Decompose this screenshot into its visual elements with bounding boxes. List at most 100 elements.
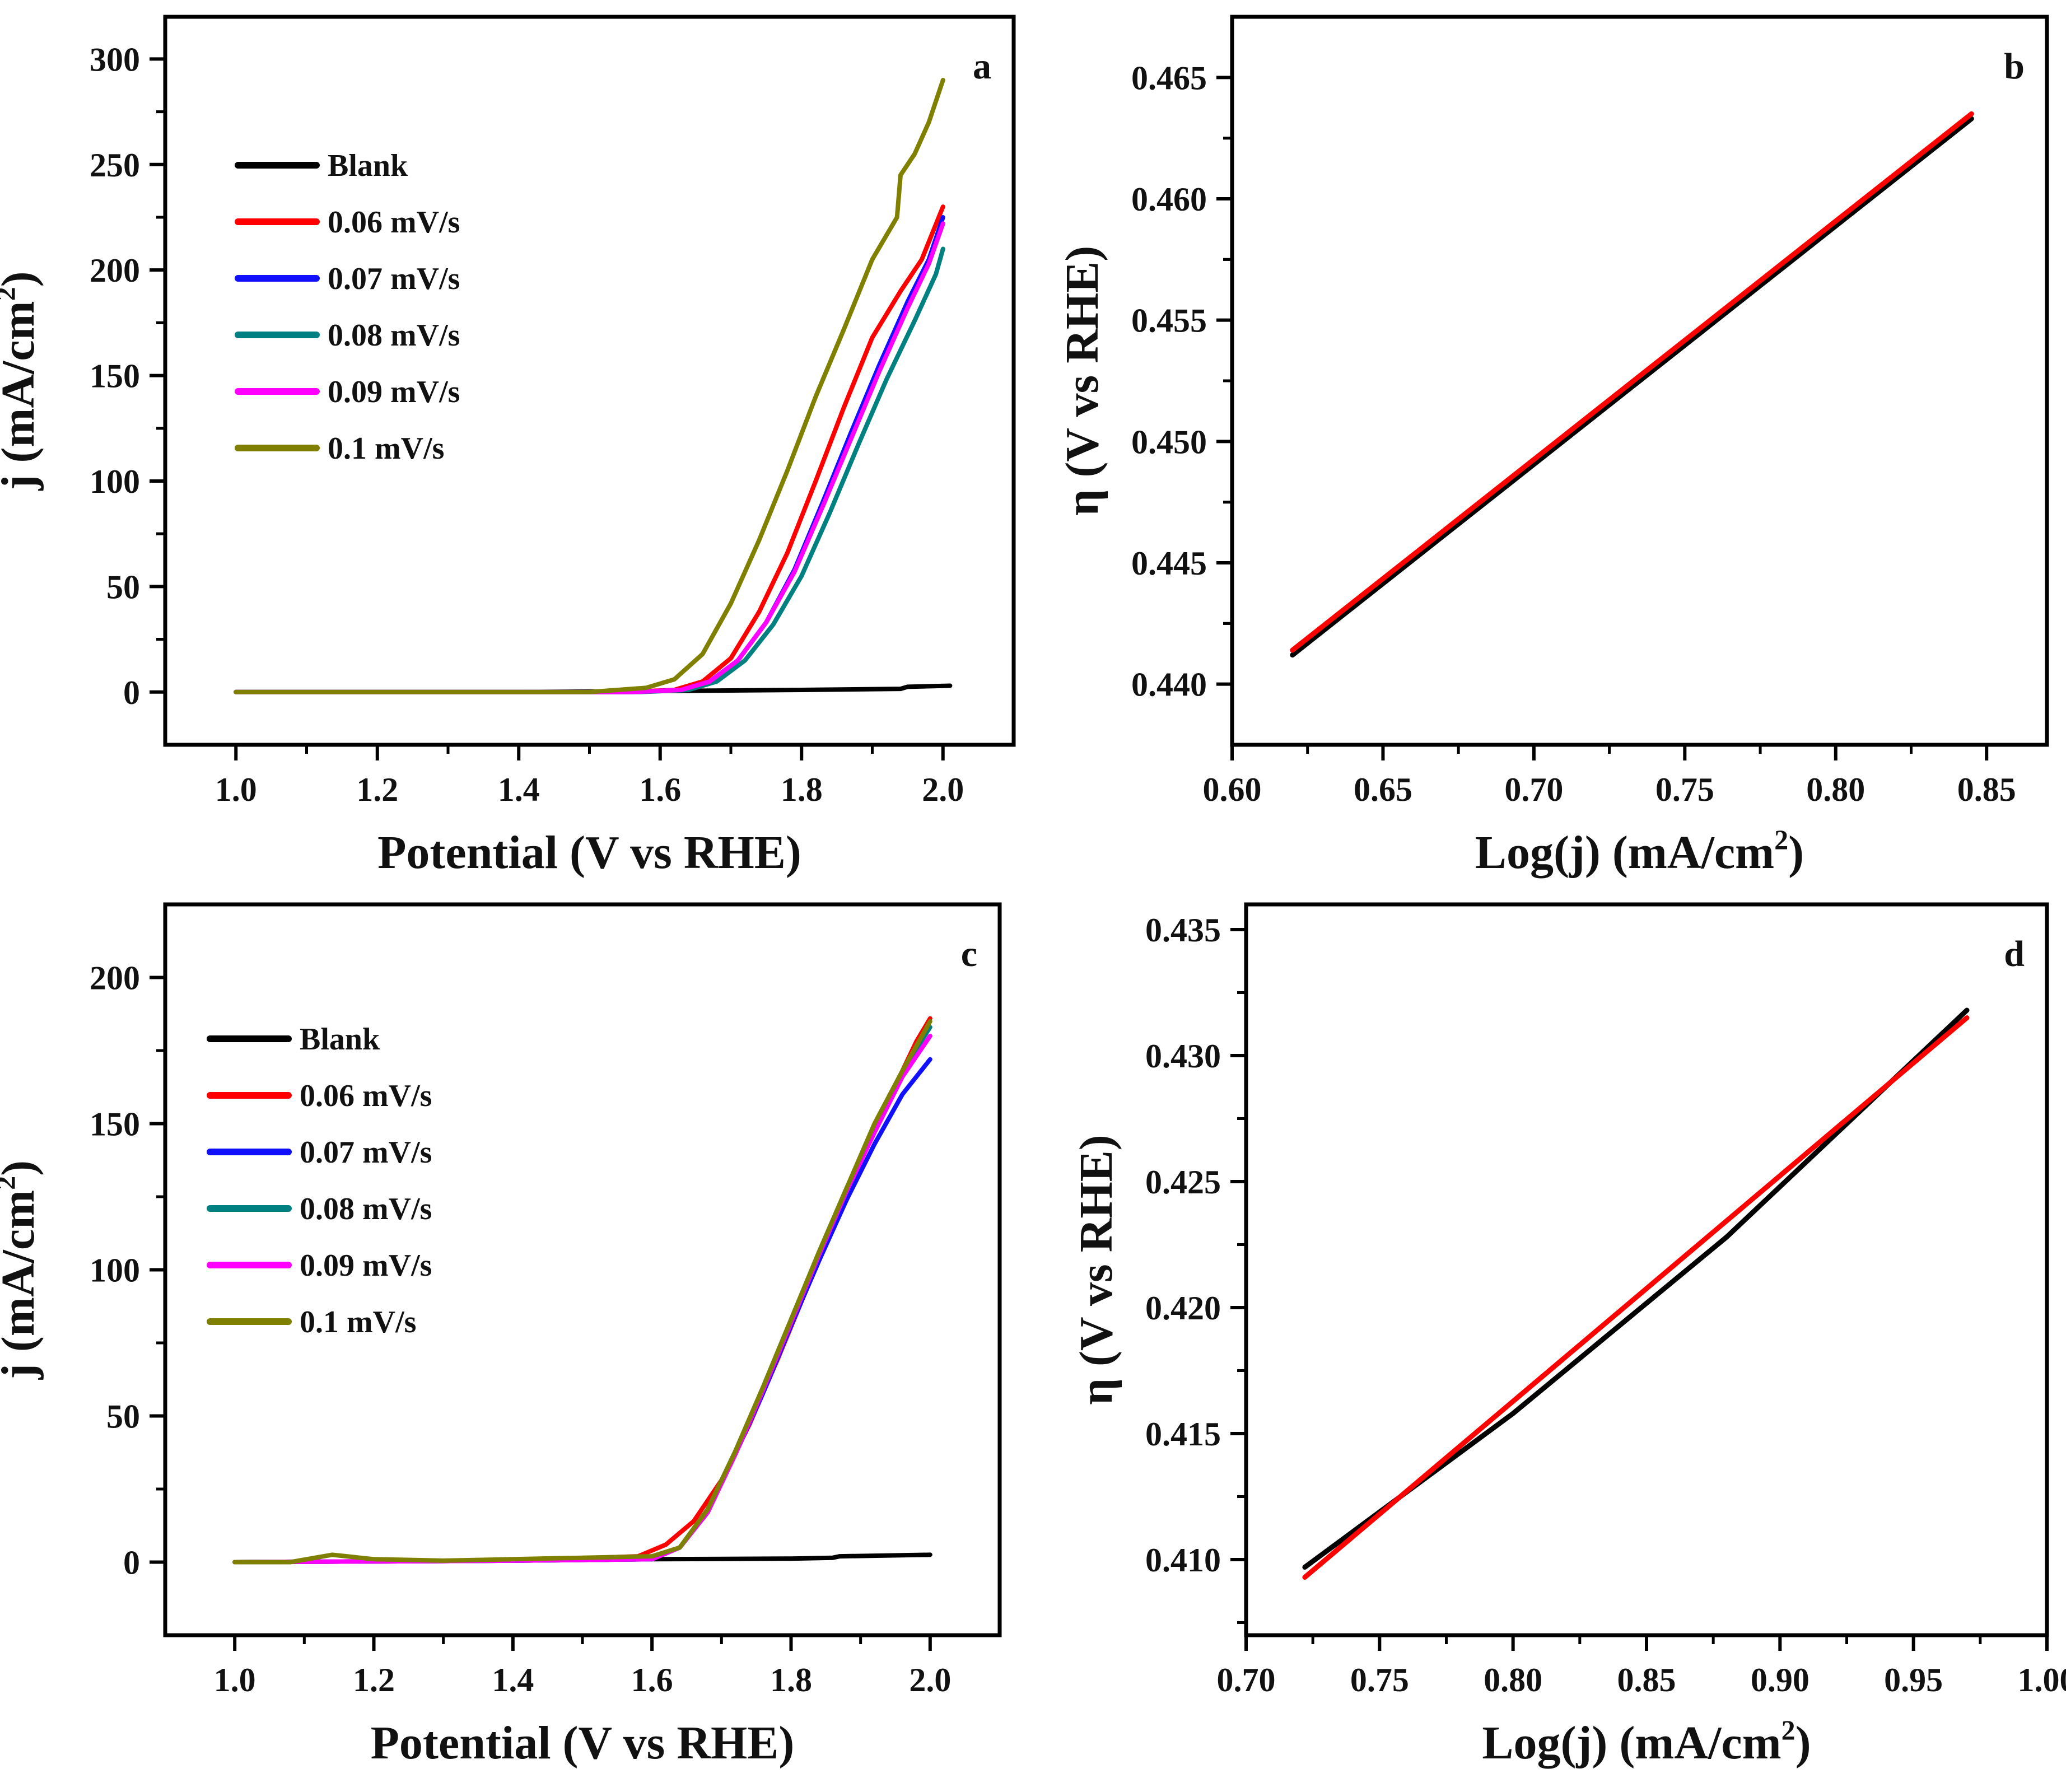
panel-label: a bbox=[973, 46, 991, 87]
x-tick-label: 2.0 bbox=[909, 1662, 951, 1698]
y-tick-label: 0.455 bbox=[1131, 302, 1207, 339]
series-line-0-1-mv-s bbox=[232, 1019, 932, 1565]
legend-label: 0.1 mV/s bbox=[300, 1305, 416, 1340]
y-tick-label: 0.460 bbox=[1131, 181, 1207, 218]
y-tick-label: 200 bbox=[90, 960, 140, 997]
y-axis-title-text: j (mA/cm bbox=[0, 301, 44, 491]
y-tick-label: 0.425 bbox=[1145, 1164, 1221, 1201]
y-tick-label: 0.430 bbox=[1145, 1038, 1221, 1075]
x-tick-label: 0.75 bbox=[1350, 1662, 1409, 1698]
x-tick-label: 2.0 bbox=[922, 771, 964, 808]
x-tick-label: 0.70 bbox=[1217, 1662, 1276, 1698]
panel-label: d bbox=[2004, 934, 2025, 974]
y-tick-label: 0.450 bbox=[1131, 423, 1207, 460]
x-tick-label: 0.70 bbox=[1504, 771, 1563, 808]
y-axis-title-close: ) bbox=[0, 1160, 44, 1176]
x-tick-label: 0.90 bbox=[1751, 1662, 1810, 1698]
x-tick-label: 0.75 bbox=[1655, 771, 1714, 808]
y-tick-label: 0.410 bbox=[1145, 1542, 1221, 1579]
y-tick-label: 0.435 bbox=[1145, 912, 1221, 949]
x-axis-title: Log(j) (mA/cm2) bbox=[1475, 824, 1804, 879]
y-tick-label: 50 bbox=[106, 1398, 140, 1435]
legend-label: 0.09 mV/s bbox=[300, 1248, 432, 1283]
series-line-data bbox=[1290, 116, 1974, 658]
y-tick-label: 100 bbox=[90, 1252, 140, 1289]
y-tick-label: 0.440 bbox=[1131, 666, 1207, 703]
x-axis-title-text: Log(j) (mA/cm bbox=[1475, 827, 1774, 879]
x-tick-label: 0.85 bbox=[1957, 771, 2016, 808]
legend-label: 0.06 mV/s bbox=[328, 205, 460, 240]
x-tick-label: 1.2 bbox=[353, 1662, 395, 1698]
y-tick-label: 0.465 bbox=[1131, 59, 1207, 96]
y-axis-title-superscript: 2 bbox=[0, 287, 21, 301]
y-axis-title-close: ) bbox=[0, 271, 44, 287]
x-axis-title-text: Log(j) (mA/cm bbox=[1482, 1717, 1781, 1769]
legend-label: 0.07 mV/s bbox=[300, 1135, 432, 1170]
y-tick-label: 300 bbox=[90, 41, 140, 78]
x-tick-label: 1.6 bbox=[639, 771, 681, 808]
series-line-0-1-mv-s bbox=[234, 78, 945, 694]
legend-label: Blank bbox=[300, 1022, 380, 1057]
x-tick-label: 1.00 bbox=[2018, 1662, 2066, 1698]
legend: Blank 0.06 mV/s 0.07 mV/s 0.08 mV/s 0.09 mV/… bbox=[235, 148, 460, 466]
panel-label: c bbox=[961, 934, 977, 974]
panel-a: 1.0 1.2 1.4 1.6 1.8 2.0 0 50 100 150 200 250 300 Pote… bbox=[0, 15, 1016, 879]
legend-label: 0.08 mV/s bbox=[328, 318, 460, 353]
x-axis-title-superscript: 2 bbox=[1774, 824, 1788, 855]
series-line-fit bbox=[1302, 1015, 1970, 1580]
x-axis-title: Potential (V vs RHE) bbox=[371, 1717, 795, 1769]
panel-b: 0.60 0.65 0.70 0.75 0.80 0.85 0.440 0.445 0.450 0… bbox=[1056, 15, 2049, 879]
x-tick-label: 1.2 bbox=[356, 771, 398, 808]
plot-frame bbox=[163, 902, 1002, 1637]
legend-label: 0.09 mV/s bbox=[328, 375, 460, 409]
legend-label: 0.1 mV/s bbox=[328, 431, 444, 466]
x-axis-title-close: ) bbox=[1788, 827, 1804, 879]
legend-label: 0.07 mV/s bbox=[328, 262, 460, 296]
x-tick-label: 0.65 bbox=[1354, 771, 1412, 808]
y-tick-label: 50 bbox=[106, 568, 140, 605]
x-tick-label: 1.0 bbox=[214, 1662, 256, 1698]
y-tick-label: 250 bbox=[90, 147, 140, 184]
panel-label: b bbox=[2004, 46, 2025, 87]
x-tick-label: 0.60 bbox=[1203, 771, 1262, 808]
x-tick-label: 1.6 bbox=[631, 1662, 673, 1698]
y-axis-title-text: η (V vs RHE) bbox=[1070, 1135, 1122, 1405]
y-tick-label: 0.445 bbox=[1131, 545, 1207, 582]
x-tick-label: 1.8 bbox=[781, 771, 823, 808]
y-tick-label: 150 bbox=[90, 1106, 140, 1143]
y-tick-label: 0 bbox=[123, 1544, 140, 1581]
y-axis-title: η (V vs RHE) bbox=[1070, 1135, 1122, 1405]
x-tick-label: 1.4 bbox=[492, 1662, 534, 1698]
x-axis-title-superscript: 2 bbox=[1781, 1714, 1795, 1746]
x-tick-label: 1.8 bbox=[770, 1662, 812, 1698]
x-axis-title-close: ) bbox=[1795, 1717, 1811, 1769]
series-line-0-09-mv-s bbox=[232, 1033, 932, 1565]
series-line-0-09-mv-s bbox=[234, 221, 945, 694]
x-axis-title: Log(j) (mA/cm2) bbox=[1482, 1714, 1811, 1769]
legend-label: 0.08 mV/s bbox=[300, 1192, 432, 1226]
x-tick-label: 1.0 bbox=[215, 771, 257, 808]
x-tick-label: 0.80 bbox=[1806, 771, 1865, 808]
panel-d: 0.70 0.75 0.80 0.85 0.90 0.95 1.00 0.410 0.415 0.… bbox=[1070, 902, 2066, 1769]
y-tick-label: 0 bbox=[123, 674, 140, 711]
x-tick-label: 0.80 bbox=[1484, 1662, 1542, 1698]
y-axis-title: j (mA/cm2) bbox=[0, 1160, 44, 1380]
x-tick-label: 0.85 bbox=[1617, 1662, 1676, 1698]
y-axis-title-text: η (V vs RHE) bbox=[1056, 246, 1108, 516]
legend-label: Blank bbox=[328, 148, 408, 183]
y-tick-label: 100 bbox=[90, 463, 140, 500]
y-axis-title: η (V vs RHE) bbox=[1056, 246, 1108, 516]
y-axis-title-superscript: 2 bbox=[0, 1176, 21, 1190]
x-axis-title-text: Potential (V vs RHE) bbox=[377, 827, 801, 879]
y-tick-label: 0.420 bbox=[1145, 1290, 1221, 1327]
y-tick-label: 0.415 bbox=[1145, 1416, 1221, 1453]
y-tick-label: 150 bbox=[90, 358, 140, 395]
legend-label: 0.06 mV/s bbox=[300, 1079, 432, 1113]
panel-c: 1.0 1.2 1.4 1.6 1.8 2.0 0 50 100 150 200 Potential … bbox=[0, 902, 1002, 1769]
series-line-data bbox=[1302, 1007, 1970, 1570]
y-tick-label: 200 bbox=[90, 252, 140, 289]
x-axis-title-text: Potential (V vs RHE) bbox=[371, 1717, 795, 1769]
legend: Blank 0.06 mV/s 0.07 mV/s 0.08 mV/s 0.09 mV/… bbox=[207, 1022, 432, 1340]
x-axis-title: Potential (V vs RHE) bbox=[377, 827, 801, 879]
